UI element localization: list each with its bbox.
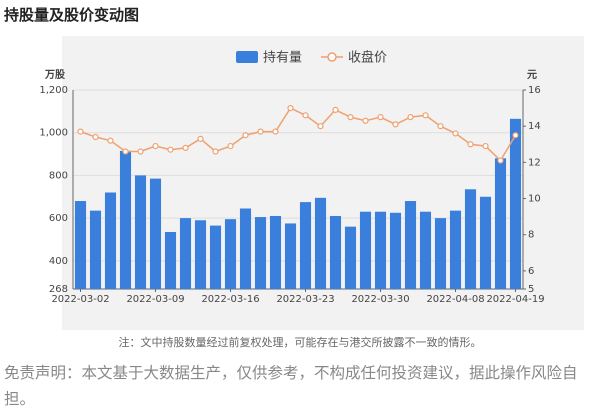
price-point — [272, 128, 279, 135]
x-tick-label: 2022-03-16 — [201, 294, 259, 305]
bar — [329, 215, 342, 289]
x-tick-label: 2022-03-30 — [351, 294, 409, 305]
bar — [179, 218, 192, 289]
price-point — [362, 117, 369, 124]
bar — [104, 192, 117, 289]
bar — [149, 178, 162, 289]
y2-axis-label: 元 — [527, 69, 537, 81]
y-tick-label: 800 — [49, 170, 68, 181]
bar — [284, 223, 297, 289]
price-point — [107, 137, 114, 144]
price-point — [197, 135, 204, 142]
price-point — [167, 146, 174, 153]
bar — [464, 189, 477, 289]
y2-tick-label: 6 — [528, 266, 534, 277]
price-point — [332, 106, 339, 114]
price-point — [242, 132, 249, 139]
x-tick-label: 2022-03-09 — [126, 294, 184, 305]
bar — [269, 215, 282, 289]
y-tick-label: 268 — [49, 284, 68, 295]
bar — [239, 208, 252, 289]
y-tick-label: 1,200 — [39, 85, 68, 96]
price-point — [422, 112, 429, 119]
y2-tick-label: 10 — [528, 194, 541, 205]
y2-tick-label: 16 — [528, 85, 541, 96]
price-point — [302, 112, 309, 119]
price-point — [347, 114, 354, 121]
bar — [254, 217, 267, 289]
disclaimer: 免责声明：本文基于大数据生产，仅供参考，不构成任何投资建议，据此操作风险自担。 — [4, 364, 578, 408]
price-point — [467, 141, 474, 148]
y2-tick-label: 14 — [528, 121, 541, 132]
legend-label: 收盘价 — [348, 50, 387, 66]
price-point — [77, 128, 84, 135]
bar — [449, 210, 462, 289]
bar — [419, 211, 432, 289]
y-tick-label: 1,000 — [39, 128, 68, 139]
y2-tick-label: 12 — [528, 157, 541, 168]
price-point — [212, 148, 219, 155]
bar — [344, 226, 357, 289]
bar — [299, 202, 312, 289]
x-tick-label: 2022-04-19 — [486, 294, 544, 305]
bar — [434, 218, 447, 289]
price-point — [392, 121, 399, 128]
x-tick-label: 2022-03-23 — [276, 294, 334, 305]
y2-tick-label: 5 — [528, 284, 534, 295]
bar — [164, 231, 177, 289]
price-point — [512, 132, 519, 139]
price-point — [497, 157, 504, 164]
y-tick-label: 400 — [49, 256, 68, 267]
bar — [194, 220, 207, 289]
bar — [389, 212, 402, 289]
bar — [509, 118, 522, 289]
price-point — [377, 114, 384, 121]
bar — [494, 158, 507, 289]
price-point — [122, 148, 129, 155]
bar — [314, 197, 327, 289]
price-point — [152, 142, 159, 150]
page-title: 持股量及股价变动图 — [4, 6, 140, 24]
bar — [89, 210, 102, 289]
price-point — [227, 142, 234, 150]
price-point — [137, 148, 144, 155]
price-point — [482, 142, 489, 150]
y2-tick-label: 8 — [528, 230, 534, 241]
bar — [119, 150, 132, 289]
x-tick-label: 2022-04-08 — [426, 294, 484, 305]
price-point — [317, 123, 324, 130]
price-point — [92, 133, 99, 141]
price-point — [407, 114, 414, 121]
bar — [479, 196, 492, 289]
bar — [374, 211, 387, 289]
bar — [224, 219, 237, 289]
bar — [74, 201, 87, 289]
price-point — [182, 144, 189, 151]
x-tick-label: 2022-03-02 — [51, 294, 109, 305]
price-point — [287, 104, 294, 112]
legend-marker — [327, 52, 337, 62]
legend-swatch — [236, 51, 258, 63]
bar — [359, 211, 372, 289]
bar — [134, 175, 147, 289]
chart: 万股 元 268 400 600 800 1,000 1,200 5 6 8 10 12 14 16 2022… — [39, 36, 584, 330]
price-point — [452, 130, 459, 137]
note: 注：文中持股数量经过前复权处理，可能存在与港交所披露不一致的情形。 — [118, 336, 482, 349]
y-axis-label: 万股 — [44, 69, 66, 81]
price-point — [257, 128, 264, 135]
legend-label: 持有量 — [263, 51, 302, 66]
price-point — [437, 123, 444, 130]
bar — [404, 201, 417, 289]
y-tick-label: 600 — [49, 213, 68, 224]
bar — [209, 225, 222, 289]
